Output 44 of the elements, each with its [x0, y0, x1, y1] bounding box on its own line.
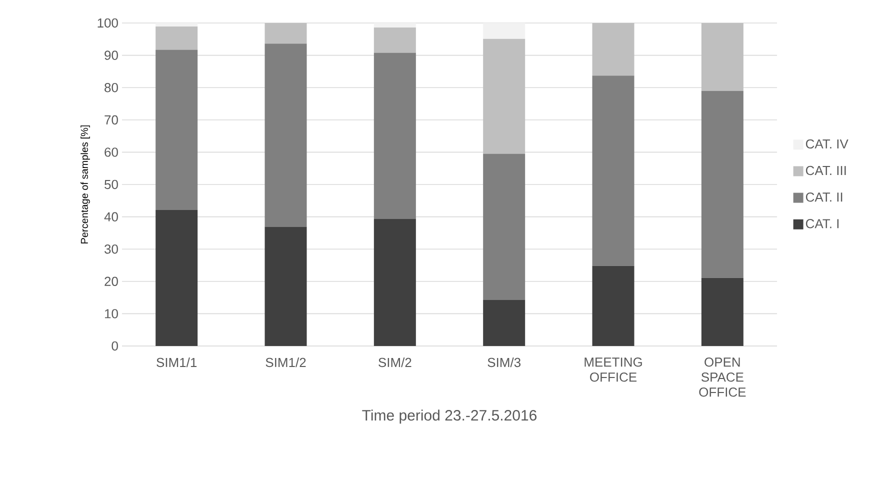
bar: [374, 22, 416, 28]
x-tick-label: SIM/2: [378, 358, 412, 368]
x-tick-label: OPEN SPACE OFFICE: [699, 358, 746, 397]
legend-label: CAT. II: [806, 192, 842, 202]
x-tick-label: SIM1/1: [156, 358, 197, 368]
bar: [701, 90, 744, 278]
legend-label: CAT. III: [806, 166, 846, 176]
legend-label: CAT. I: [806, 219, 839, 228]
y-tick-label: 80: [104, 82, 118, 92]
y-tick-label: 0: [112, 341, 118, 351]
y-tick-label: 60: [104, 148, 118, 157]
x-tick-label: SIM/3: [488, 358, 521, 368]
bar: [264, 44, 307, 227]
bar: [374, 28, 416, 53]
y-tick-label: 100: [98, 18, 118, 28]
bar: [156, 50, 198, 210]
bar: [374, 218, 416, 346]
bar: [592, 266, 634, 346]
bar: [156, 26, 198, 50]
bar: [374, 52, 416, 219]
bar: [592, 22, 634, 76]
bar: [592, 76, 634, 266]
y-tick-label: 20: [104, 276, 118, 286]
bar: [483, 300, 526, 346]
y-axis-title: Percentage of samples [%]: [80, 125, 90, 244]
x-axis-title: Time period 23.-27.5.2016: [362, 410, 537, 424]
bar: [156, 22, 198, 27]
bar: [483, 154, 526, 300]
x-tick-label: SIM1/2: [266, 358, 306, 368]
y-tick-label: 10: [105, 309, 118, 318]
bar: [483, 38, 526, 154]
bar: [156, 210, 198, 346]
bar: [264, 22, 307, 44]
y-tick-label: 90: [104, 50, 118, 60]
bar: [701, 278, 744, 346]
bar: [264, 226, 307, 346]
y-tick-label: 40: [104, 212, 118, 222]
bar: [701, 22, 744, 91]
bar: [483, 22, 526, 39]
x-tick-label: MEETING OFFICE: [584, 358, 642, 382]
y-tick-label: 70: [104, 115, 118, 124]
legend-label: CAT. IV: [806, 139, 848, 149]
y-tick-label: 30: [104, 244, 118, 254]
y-tick-label: 50: [104, 180, 118, 190]
